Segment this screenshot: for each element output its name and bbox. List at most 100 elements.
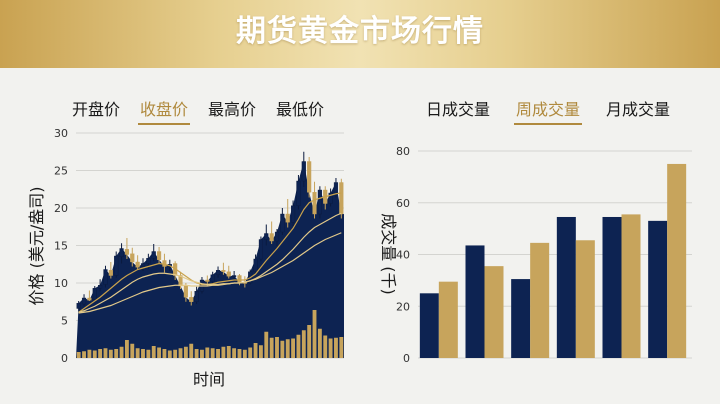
candle-body (146, 258, 151, 264)
candle (130, 247, 135, 267)
candle (307, 157, 312, 198)
candle-body (189, 297, 194, 302)
volume-bar (119, 346, 124, 358)
candle-body (296, 180, 301, 206)
candle-body (108, 270, 113, 276)
moving-average-line (78, 232, 342, 314)
candle-body (151, 251, 156, 259)
volume-bar-gold (438, 281, 458, 358)
volume-bar-navy (419, 293, 439, 358)
volume-bar (114, 349, 119, 358)
candle (323, 186, 328, 210)
candle (151, 244, 156, 262)
volume-bar (248, 347, 253, 358)
candle (140, 258, 146, 271)
volume-bar (103, 348, 108, 358)
volume-bar (98, 349, 103, 358)
volume-bar (323, 335, 328, 358)
price-chart-candles (76, 151, 344, 312)
candle (226, 265, 231, 279)
volume-bar (253, 343, 258, 358)
candle (301, 151, 306, 187)
volume-bar (87, 349, 92, 358)
candle-body (76, 303, 81, 309)
volume-bar (173, 349, 178, 358)
volume-bar (339, 337, 344, 358)
volume-chart-y-label: 成交量 (千) (379, 213, 398, 295)
candle (205, 275, 210, 286)
title-banner (0, 0, 720, 68)
candle (76, 301, 81, 312)
volume-bar (124, 340, 129, 358)
tab-daily-volume[interactable]: 日成交量 (426, 100, 491, 119)
candle (98, 279, 103, 292)
candle-body (258, 239, 263, 260)
candle-body (264, 233, 269, 240)
candle-body (333, 182, 339, 194)
candle (291, 200, 296, 226)
candle-body (92, 288, 97, 300)
candle-body (130, 253, 135, 263)
candle-body (103, 269, 108, 285)
candle (210, 271, 215, 283)
candle-body (167, 264, 172, 267)
volume-bar (92, 350, 97, 358)
volume-bar (258, 345, 263, 358)
candle-body (237, 275, 242, 283)
volume-bar (178, 348, 183, 358)
tab-weekly-volume[interactable]: 周成交量 (514, 96, 583, 125)
price-chart-moving-averages (78, 192, 342, 314)
volume-bar (232, 348, 237, 358)
candle (167, 259, 172, 271)
candle (232, 271, 237, 281)
volume-bar (269, 337, 274, 358)
volume-bar-navy (602, 216, 622, 358)
volume-bar (146, 349, 151, 358)
candle (162, 253, 167, 273)
volume-bar (200, 349, 204, 358)
volume-bar (264, 331, 269, 358)
candle-body (157, 251, 162, 260)
candle (221, 262, 226, 275)
tab-high-price[interactable]: 最高价 (208, 100, 257, 119)
candle-body (119, 248, 124, 257)
candle-body (301, 161, 306, 182)
candle (173, 261, 178, 280)
candle (312, 181, 317, 219)
tab-low-price[interactable]: 最低价 (276, 100, 325, 119)
candle-body (291, 205, 296, 223)
candle (194, 286, 199, 304)
tab-monthly-volume[interactable]: 月成交量 (606, 100, 671, 119)
volume-bar (183, 346, 188, 358)
volume-y-tick-label: 20 (396, 300, 410, 313)
candle (87, 290, 92, 301)
candle-body (248, 271, 253, 284)
candle-body (194, 291, 199, 302)
volume-period-tabs: 日成交量 周成交量 月成交量 (426, 96, 696, 125)
candle-body (317, 189, 322, 215)
volume-y-tick-label: 60 (396, 197, 410, 210)
price-type-tabs: 开盘价 收盘价 最高价 最低价 (72, 96, 344, 125)
candle-body (253, 258, 258, 272)
candle-body (178, 275, 183, 287)
candle-body (312, 192, 317, 215)
tab-open-price[interactable]: 开盘价 (72, 100, 121, 119)
volume-bar (275, 337, 279, 358)
volume-bar-navy (556, 216, 576, 358)
candle (333, 178, 339, 198)
volume-bar (130, 343, 135, 358)
tab-close-price[interactable]: 收盘价 (138, 96, 191, 125)
candle-body (210, 274, 215, 282)
candle (114, 251, 119, 278)
volume-bar (157, 347, 162, 358)
volume-bar (205, 347, 210, 358)
candle (248, 269, 253, 285)
price-chart-area-fill (76, 161, 344, 358)
candle-body (135, 261, 140, 268)
page-title: 期货黄金市场行情 (236, 14, 484, 49)
volume-bar (301, 330, 306, 358)
price-chart-x-label: 时间 (193, 370, 225, 389)
volume-bar (334, 337, 338, 358)
volume-bar (162, 349, 167, 358)
volume-bar (76, 352, 81, 358)
